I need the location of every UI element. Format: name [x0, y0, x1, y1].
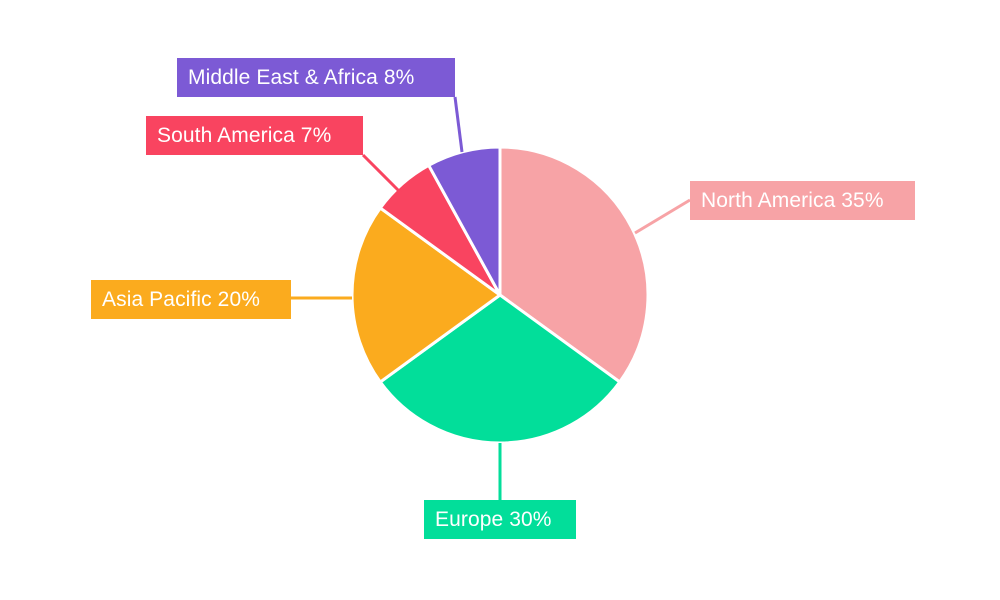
pie-label-middle-east-africa[interactable]: Middle East & Africa 8%: [177, 58, 455, 97]
pie-label-text-europe: Europe 30%: [435, 508, 552, 531]
leader-line-north-america: [634, 198, 691, 235]
pie-slice-europe[interactable]: [378, 293, 622, 445]
pie-slice-asia-pacific[interactable]: [350, 206, 502, 384]
pie-label-text-north-america: North America 35%: [701, 189, 884, 212]
pie-label-text-south-america: South America 7%: [157, 124, 332, 147]
leader-lines-group: [291, 96, 691, 500]
pie-label-text-middle-east-africa: Middle East & Africa 8%: [188, 66, 415, 89]
pie-slices-group: [350, 145, 650, 445]
pie-slice-north-america[interactable]: [498, 145, 650, 384]
pie-label-south-america[interactable]: South America 7%: [146, 116, 363, 155]
pie-label-text-asia-pacific: Asia Pacific 20%: [102, 288, 261, 311]
leader-line-south-america: [361, 153, 403, 195]
pie-label-asia-pacific[interactable]: Asia Pacific 20%: [91, 280, 291, 319]
pie-label-europe[interactable]: Europe 30%: [424, 500, 576, 539]
leader-line-middle-east-africa: [453, 96, 464, 153]
pie-label-north-america[interactable]: North America 35%: [690, 181, 915, 220]
